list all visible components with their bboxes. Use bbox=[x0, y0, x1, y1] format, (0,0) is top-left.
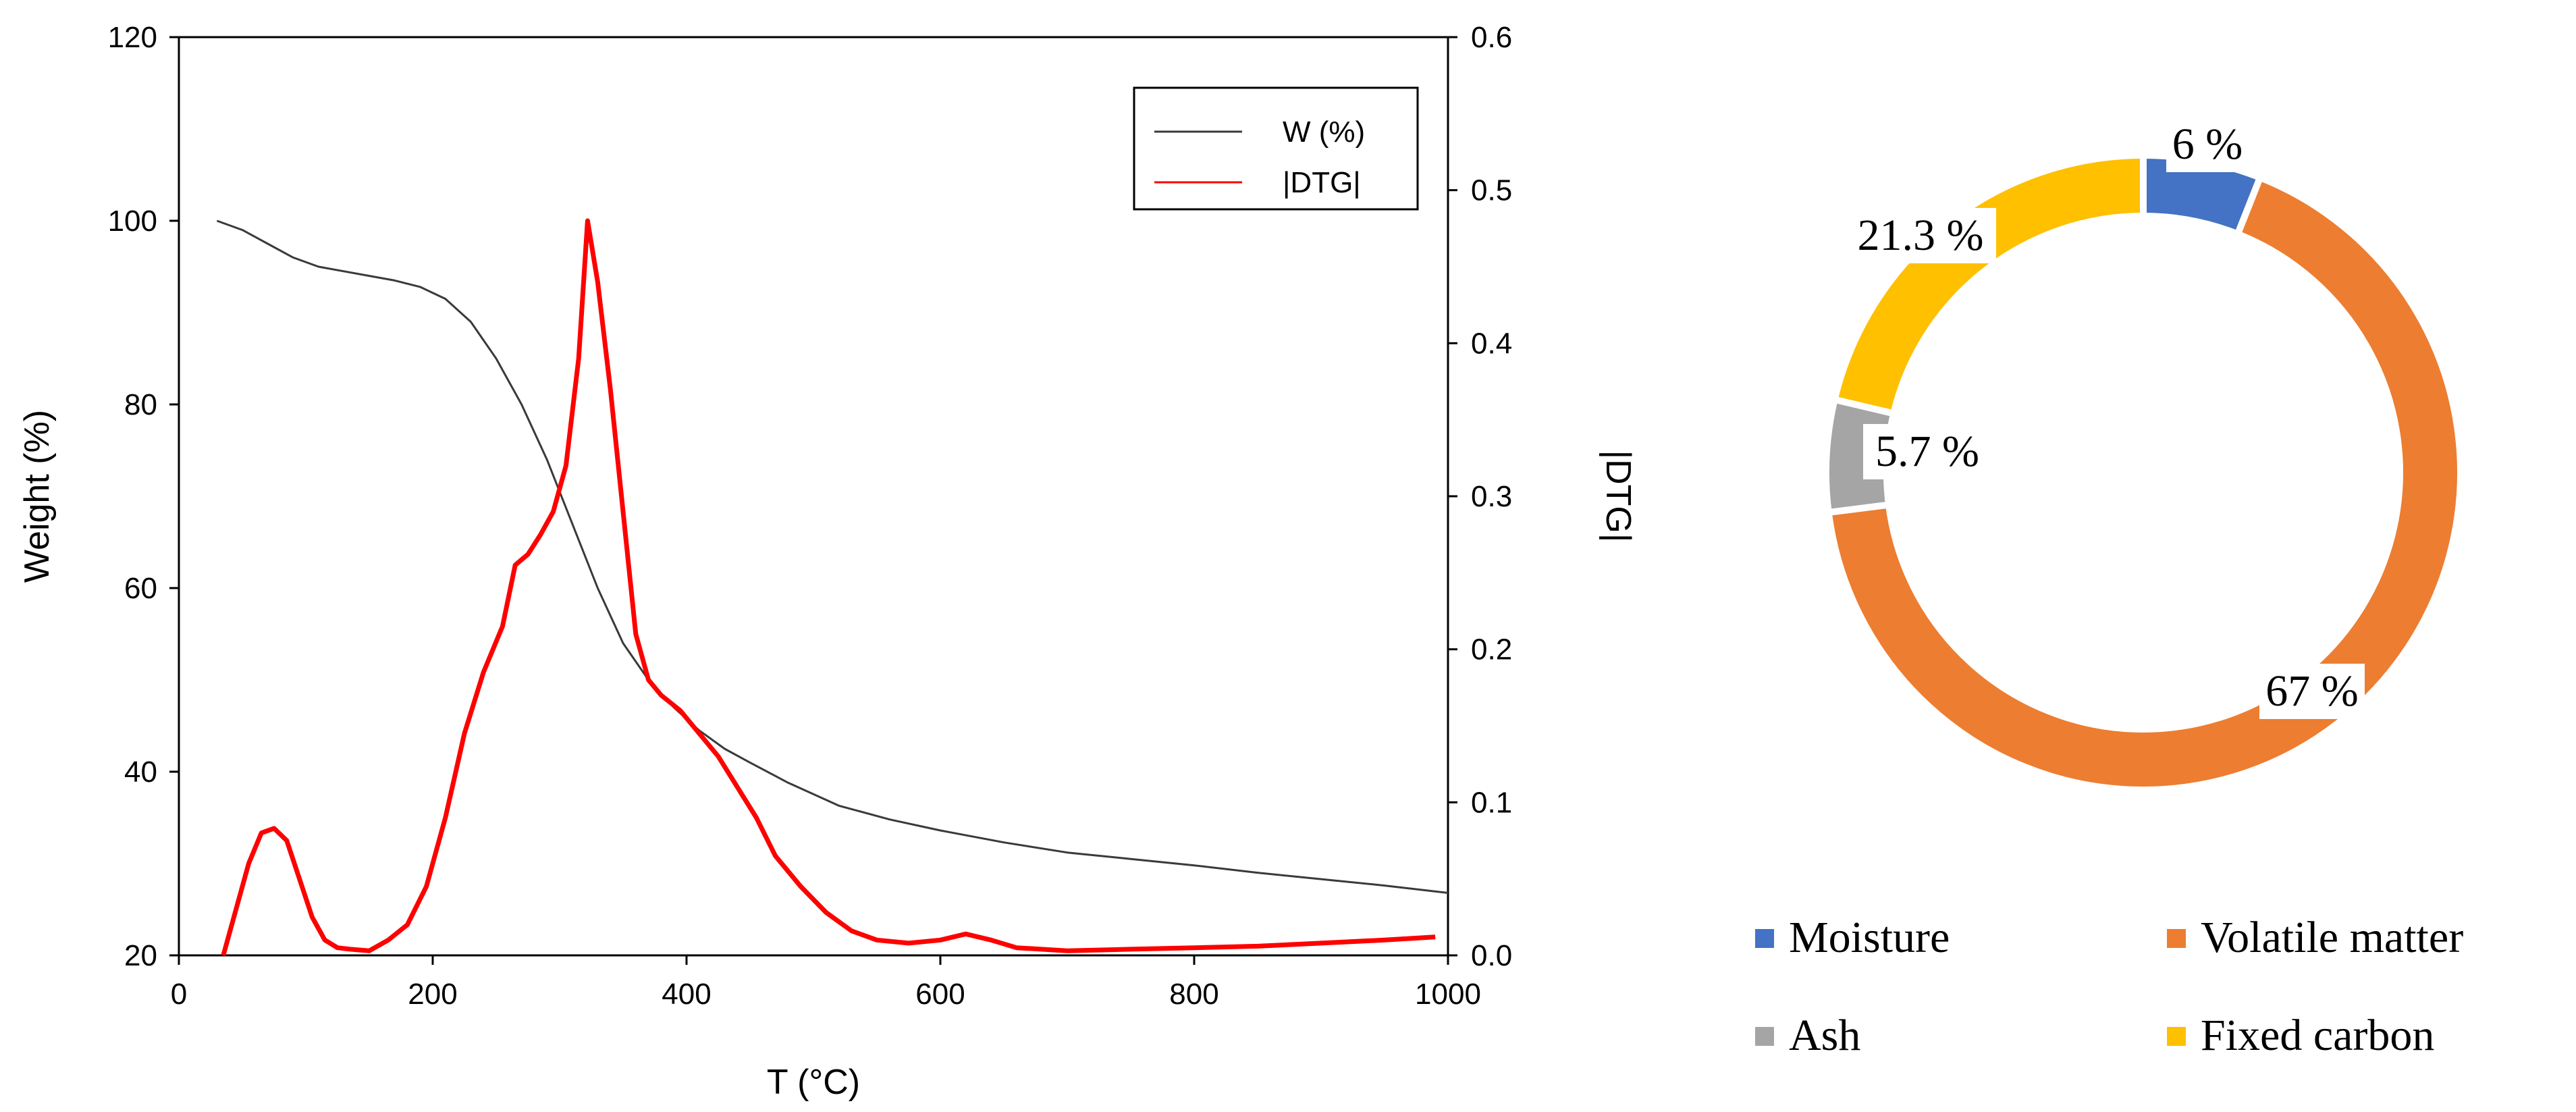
y2-tick-label: 0.2 bbox=[1471, 633, 1512, 666]
y2-tick-label: 0.3 bbox=[1471, 480, 1512, 513]
y-tick-label: 40 bbox=[124, 756, 157, 789]
dtg-series-line bbox=[221, 218, 1436, 956]
x-axis-label: T (°C) bbox=[767, 1063, 860, 1102]
legend-box bbox=[1133, 86, 1419, 211]
tga-chart: 0 200 400 600 800 1000 20 40 60 80 100 120 0.0 0.1 0.2… bbox=[18, 21, 1638, 1102]
label-ash-bg bbox=[1863, 424, 1991, 479]
label-fixed-carbon-bg bbox=[1845, 208, 1996, 263]
x-tick-label: 600 bbox=[915, 978, 965, 1011]
x-tick-label: 200 bbox=[408, 978, 457, 1011]
label-ash: 5.7 % bbox=[1875, 427, 1979, 476]
legend-ash-swatch bbox=[1755, 1027, 1774, 1046]
y-tick-label: 60 bbox=[124, 572, 157, 605]
label-volatile-matter-bg bbox=[2259, 664, 2365, 719]
y2-tick-label: 0.0 bbox=[1471, 939, 1512, 972]
proximate-doughnut-chart bbox=[1823, 151, 2464, 793]
legend-ash-label: Ash bbox=[1789, 1011, 1860, 1060]
x-tick-label: 800 bbox=[1169, 978, 1218, 1011]
legend-fixed-carbon-label: Fixed carbon bbox=[2201, 1011, 2434, 1060]
label-fixed-carbon: 21.3 % bbox=[1858, 211, 1984, 260]
y-axis-label: Weight (%) bbox=[18, 410, 57, 583]
legend-moisture-label: Moisture bbox=[1789, 913, 1950, 962]
legend-label-dtg: |DTG| bbox=[1283, 166, 1361, 199]
weight-series-line bbox=[216, 219, 1449, 894]
donut-data-labels: 6 % 67 % 5.7 % 21.3 % bbox=[1845, 117, 2365, 719]
y2-tick-label: 0.5 bbox=[1471, 174, 1512, 207]
slice-volatile-matter bbox=[1825, 173, 2464, 793]
y-tick-label: 100 bbox=[108, 205, 157, 238]
legend-fixed-carbon-swatch bbox=[2167, 1027, 2186, 1046]
x-tick-label: 0 bbox=[171, 978, 187, 1011]
legend-volatile-matter-label: Volatile matter bbox=[2201, 913, 2463, 962]
y2-axis-label: |DTG| bbox=[1599, 450, 1638, 543]
y2-tick-label: 0.6 bbox=[1471, 21, 1512, 54]
chart-legend: W (%) |DTG| bbox=[1133, 86, 1419, 211]
x-tick-label: 1000 bbox=[1415, 978, 1481, 1011]
label-volatile-matter: 67 % bbox=[2265, 666, 2358, 716]
legend-volatile-matter-swatch bbox=[2167, 929, 2186, 948]
label-moisture-bg bbox=[2166, 117, 2249, 172]
label-moisture: 6 % bbox=[2172, 120, 2243, 169]
legend-moisture-swatch bbox=[1755, 929, 1774, 948]
y2-tick-label: 0.1 bbox=[1471, 786, 1512, 819]
y2-tick-label: 0.4 bbox=[1471, 327, 1512, 360]
y-tick-label: 120 bbox=[108, 21, 157, 54]
legend-label-weight: W (%) bbox=[1283, 115, 1365, 149]
y-tick-label: 20 bbox=[124, 939, 157, 972]
donut-legend: Moisture Volatile matter Ash Fixed carbon bbox=[1755, 913, 2463, 1060]
slice-fixed-carbon bbox=[1830, 151, 2147, 418]
y-tick-label: 80 bbox=[124, 388, 157, 421]
x-tick-label: 400 bbox=[662, 978, 711, 1011]
